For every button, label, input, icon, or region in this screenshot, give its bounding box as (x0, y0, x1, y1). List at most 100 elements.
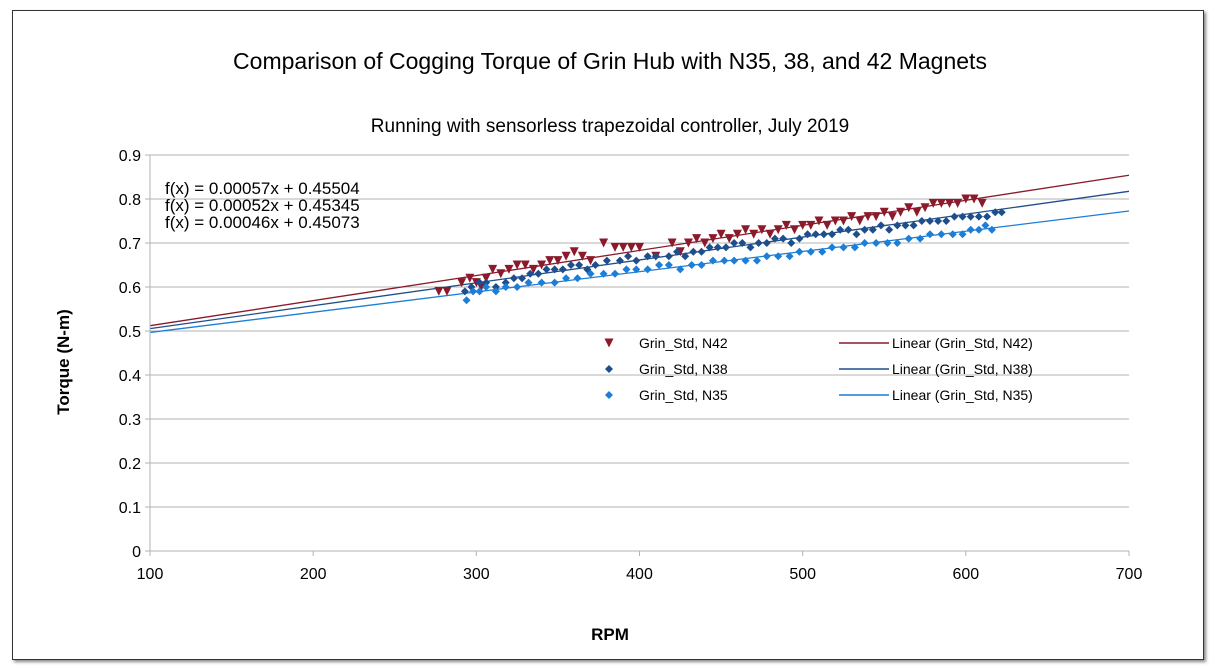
x-tick-label: 300 (463, 566, 490, 583)
legend-trend-label-n35: Linear (Grin_Std, N35) (892, 387, 1033, 403)
data-point-n38 (673, 247, 682, 256)
data-point-n42 (790, 225, 800, 235)
legend-marker-n38 (605, 365, 613, 373)
data-point-n42 (887, 212, 897, 222)
data-point-n38 (934, 217, 943, 225)
data-point-n35 (916, 234, 925, 243)
data-point-n38 (909, 221, 918, 230)
data-point-n35 (573, 274, 582, 283)
data-point-n42 (708, 234, 718, 244)
data-point-n42 (781, 220, 791, 230)
data-point-n38 (811, 230, 820, 239)
legend-marker-n35 (605, 391, 613, 399)
data-point-n38 (795, 234, 804, 243)
data-point-n38 (615, 256, 624, 265)
data-point-n38 (721, 243, 730, 252)
data-point-n42 (626, 242, 636, 252)
data-point-n38 (762, 239, 771, 247)
chart: Comparison of Cogging Torque of Grin Hub… (54, 48, 1142, 644)
data-point-n35 (966, 225, 975, 234)
data-point-n42 (798, 220, 808, 230)
data-point-n38 (518, 274, 527, 283)
y-axis-title: Torque (N-m) (54, 309, 73, 414)
data-point-n35 (860, 239, 869, 247)
data-point-n42 (977, 198, 987, 208)
data-point-n38 (501, 278, 510, 287)
data-point-n42 (683, 238, 693, 248)
data-point-n42 (912, 207, 922, 217)
data-point-n42 (904, 203, 914, 213)
data-point-n35 (482, 283, 491, 291)
data-point-n38 (491, 283, 500, 291)
data-point-n38 (958, 212, 967, 221)
data-point-n42 (871, 212, 881, 222)
data-point-n42 (442, 286, 452, 296)
data-point-n38 (876, 221, 885, 230)
equation-n42: f(x) = 0.00057x + 0.45504 (165, 179, 360, 198)
y-tick-label: 0.4 (119, 368, 141, 385)
data-point-n35 (475, 287, 484, 296)
data-point-n38 (664, 252, 673, 261)
data-point-n42 (586, 256, 596, 266)
data-point-n35 (586, 269, 595, 278)
data-point-n42 (716, 229, 726, 239)
data-point-n35 (850, 243, 859, 252)
data-point-n35 (687, 261, 696, 269)
y-tick-label: 0.7 (119, 236, 141, 253)
legend-label-n42: Grin_Std, N42 (639, 335, 728, 351)
data-point-n42 (814, 216, 824, 226)
data-point-n42 (732, 229, 742, 239)
data-point-n38 (966, 212, 975, 221)
data-point-n35 (937, 230, 946, 239)
data-point-n38 (787, 239, 796, 247)
data-point-n38 (558, 265, 567, 274)
data-point-n38 (460, 287, 469, 296)
equation-n35: f(x) = 0.00046x + 0.45073 (165, 213, 360, 232)
data-point-n35 (537, 278, 546, 287)
data-point-n42 (961, 194, 971, 204)
data-point-n38 (624, 252, 633, 261)
data-point-n35 (904, 234, 913, 243)
data-point-n38 (819, 230, 828, 239)
equation-n38: f(x) = 0.00052x + 0.45345 (165, 196, 360, 215)
y-tick-label: 0.8 (119, 192, 141, 209)
y-tick-label: 0.9 (119, 148, 141, 165)
data-point-n35 (981, 221, 990, 230)
data-point-n42 (765, 229, 775, 239)
data-point-n38 (566, 261, 575, 269)
data-point-n38 (893, 221, 902, 230)
data-point-n42 (599, 238, 609, 248)
data-point-n42 (528, 264, 538, 274)
x-tick-label: 500 (789, 566, 816, 583)
data-point-n35 (720, 256, 729, 265)
data-point-n35 (622, 265, 631, 274)
data-point-n38 (526, 269, 535, 278)
chart-frame: Comparison of Cogging Torque of Grin Hub… (12, 10, 1204, 660)
x-axis-title: RPM (591, 625, 629, 644)
x-tick-label: 600 (952, 566, 979, 583)
data-point-n35 (697, 261, 706, 269)
data-point-n42 (700, 238, 710, 248)
y-tick-label: 0.1 (119, 500, 141, 517)
data-point-n38 (974, 212, 983, 221)
data-point-n35 (974, 225, 983, 234)
data-point-n42 (457, 278, 467, 288)
data-point-n38 (482, 278, 491, 287)
data-point-n42 (838, 216, 848, 226)
data-point-n42 (553, 256, 563, 266)
trendline-n35 (149, 210, 1130, 334)
data-point-n35 (730, 256, 739, 265)
y-tick-label: 0.3 (119, 412, 141, 429)
data-point-n42 (512, 260, 522, 270)
data-point-n35 (872, 239, 881, 247)
data-point-n38 (738, 239, 747, 247)
data-point-n42 (667, 238, 677, 248)
chart-subtitle: Running with sensorless trapezoidal cont… (371, 116, 849, 137)
data-point-n35 (948, 230, 957, 239)
data-point-n35 (550, 278, 559, 287)
data-point-n38 (754, 239, 763, 247)
data-point-n38 (836, 225, 845, 234)
x-tick-label: 200 (300, 566, 327, 583)
data-point-n42 (618, 242, 628, 252)
data-point-n38 (689, 247, 698, 256)
